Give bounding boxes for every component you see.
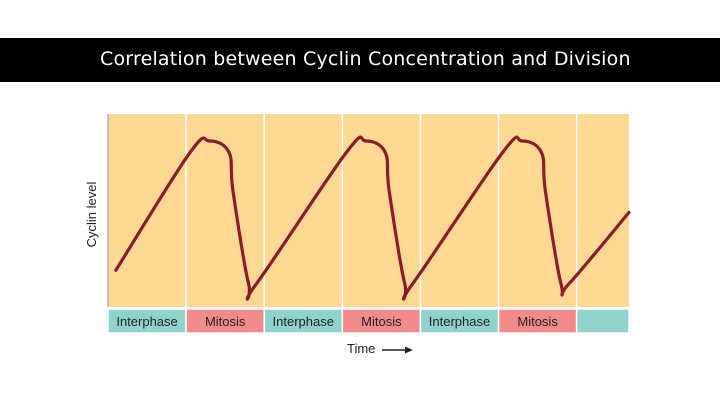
x-axis-label: Time	[347, 341, 375, 356]
series-line-cyclin-level	[114, 135, 631, 301]
phase-label: Mitosis	[517, 314, 558, 329]
time-arrow-icon	[382, 346, 413, 354]
phase-label: Interphase	[273, 314, 334, 329]
phase-label: Mitosis	[361, 314, 402, 329]
phase-label: Mitosis	[205, 314, 246, 329]
phase-block	[107, 308, 187, 334]
phase-block	[263, 308, 344, 334]
title-bar: Correlation between Cyclin Concentration…	[0, 38, 720, 82]
page-title: Correlation between Cyclin Concentration…	[100, 48, 631, 70]
y-axis-label: Cyclin level	[84, 182, 99, 248]
phase-bar: Interphase Mitosis Interphase Mitosis Interp…	[107, 308, 630, 334]
phase-label: Interphase	[116, 314, 177, 329]
phase-block	[575, 308, 630, 334]
phase-label: Interphase	[429, 314, 490, 329]
phase-block	[419, 308, 500, 334]
